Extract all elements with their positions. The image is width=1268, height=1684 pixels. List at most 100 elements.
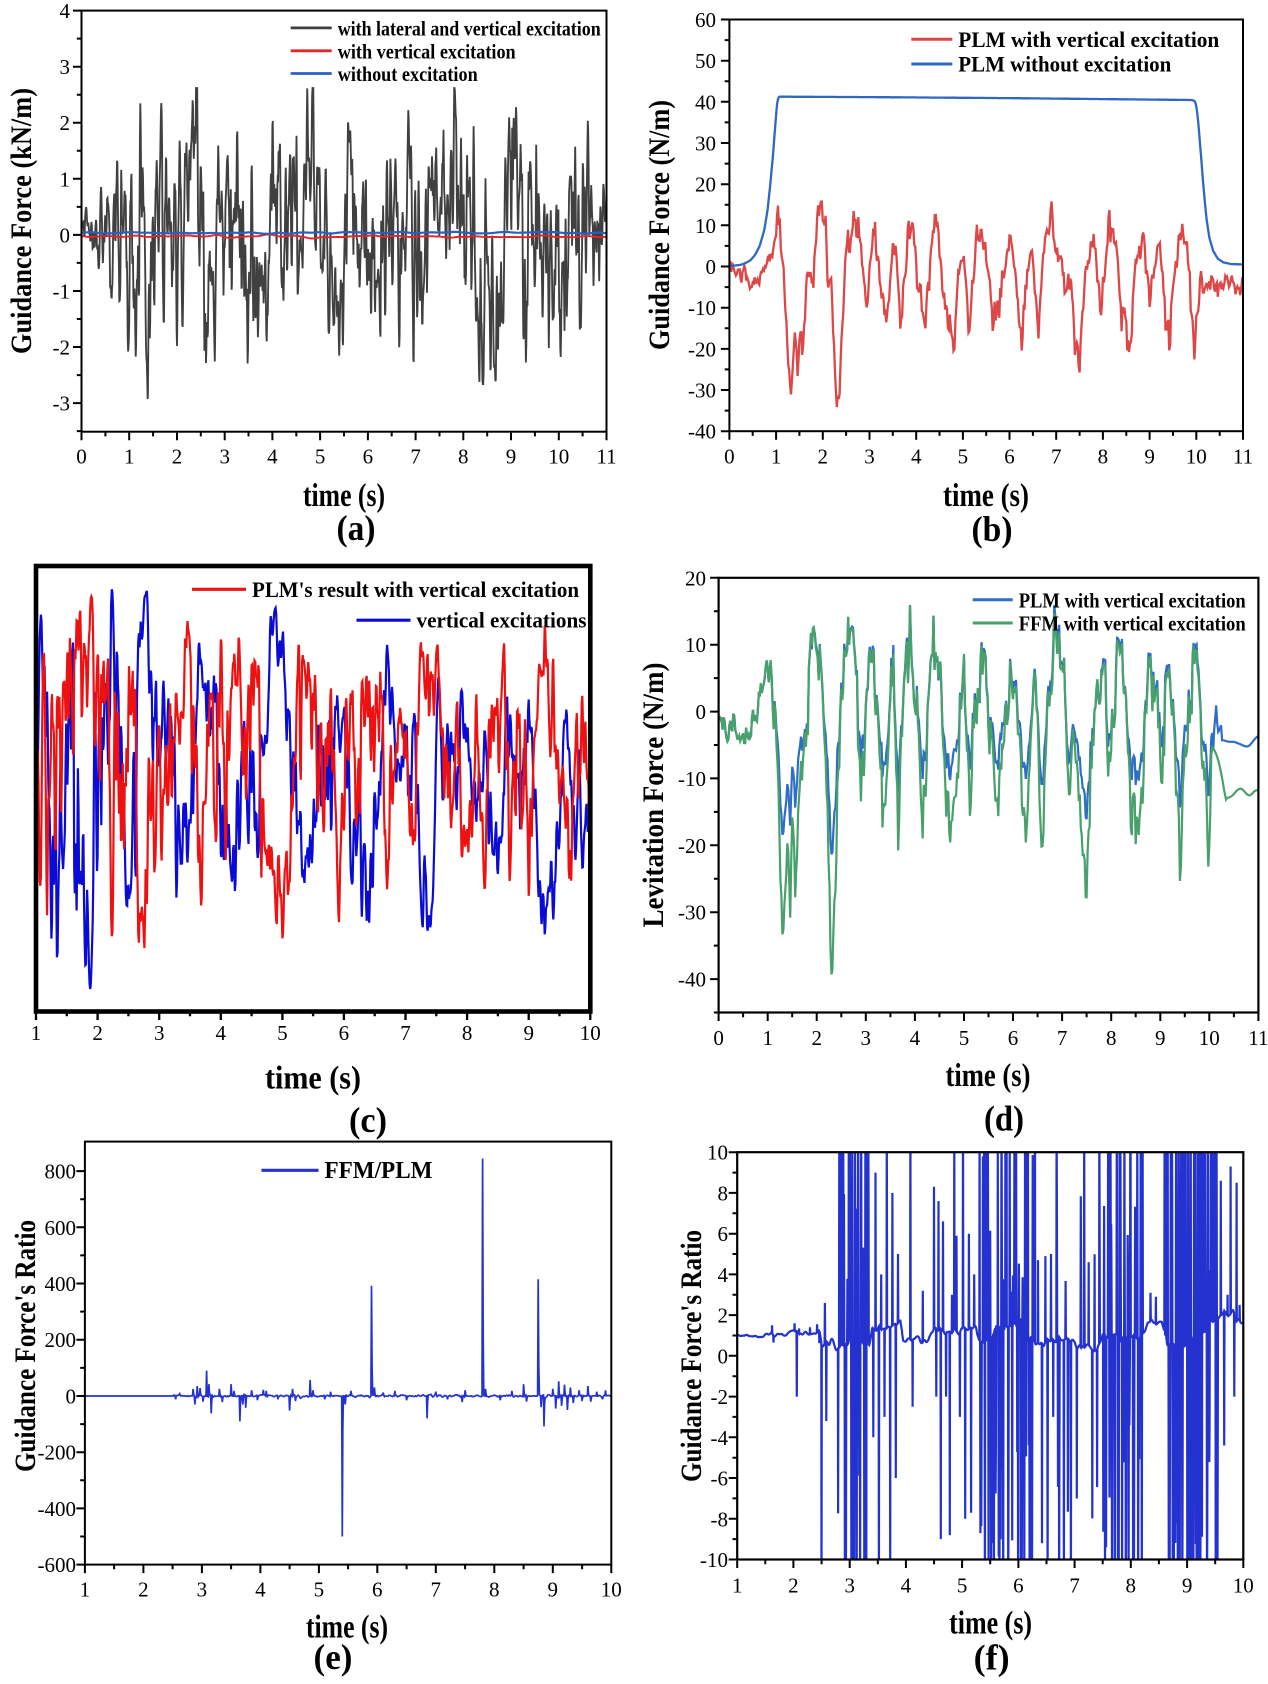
svg-text:10: 10 <box>580 1021 601 1045</box>
svg-text:3: 3 <box>197 1578 208 1602</box>
svg-text:-3: -3 <box>53 392 71 416</box>
svg-text:10: 10 <box>548 445 569 469</box>
svg-text:10: 10 <box>1199 1026 1220 1050</box>
svg-text:11: 11 <box>1233 445 1253 469</box>
svg-text:6: 6 <box>1004 445 1015 469</box>
svg-text:0: 0 <box>66 1385 77 1409</box>
svg-text:-6: -6 <box>711 1467 729 1491</box>
svg-text:time (s): time (s) <box>946 1058 1031 1094</box>
svg-text:6: 6 <box>363 445 374 469</box>
svg-text:8: 8 <box>1098 445 1109 469</box>
svg-text:-200: -200 <box>38 1441 77 1465</box>
svg-text:10: 10 <box>707 1141 728 1165</box>
svg-text:9: 9 <box>548 1578 559 1602</box>
svg-text:2: 2 <box>92 1021 103 1045</box>
svg-text:-1: -1 <box>53 280 71 304</box>
svg-text:8: 8 <box>462 1021 473 1045</box>
svg-text:200: 200 <box>45 1328 77 1352</box>
svg-text:4: 4 <box>60 0 71 23</box>
svg-text:20: 20 <box>685 566 706 590</box>
svg-text:8: 8 <box>1126 1574 1137 1598</box>
svg-text:8: 8 <box>458 445 469 469</box>
svg-text:30: 30 <box>695 132 716 156</box>
svg-text:2: 2 <box>172 445 183 469</box>
svg-text:4: 4 <box>901 1574 912 1598</box>
svg-text:0: 0 <box>713 1026 724 1050</box>
svg-text:-40: -40 <box>678 968 706 992</box>
svg-text:-10: -10 <box>700 1548 728 1572</box>
svg-text:1: 1 <box>762 1026 773 1050</box>
svg-text:5: 5 <box>314 1578 325 1602</box>
svg-text:0: 0 <box>706 255 717 279</box>
svg-text:(e): (e) <box>314 1637 353 1677</box>
svg-text:6: 6 <box>1013 1574 1024 1598</box>
svg-text:1: 1 <box>732 1574 743 1598</box>
svg-text:-8: -8 <box>711 1507 729 1531</box>
svg-text:7: 7 <box>1051 445 1062 469</box>
svg-text:0: 0 <box>724 445 735 469</box>
svg-text:8: 8 <box>1106 1026 1117 1050</box>
svg-text:400: 400 <box>45 1272 77 1296</box>
svg-text:-10: -10 <box>688 296 716 320</box>
svg-text:9: 9 <box>1155 1026 1166 1050</box>
svg-text:6: 6 <box>718 1222 729 1246</box>
svg-text:time (s): time (s) <box>265 1061 361 1097</box>
svg-text:4: 4 <box>255 1578 266 1602</box>
svg-text:4: 4 <box>718 1263 729 1287</box>
svg-text:11: 11 <box>596 445 616 469</box>
svg-text:(c): (c) <box>349 1100 387 1140</box>
svg-text:PLM with vertical excitation: PLM with vertical excitation <box>958 27 1219 52</box>
svg-text:800: 800 <box>45 1160 77 1184</box>
svg-text:-20: -20 <box>678 834 706 858</box>
svg-text:Guidance Force's Ratio: Guidance Force's Ratio <box>9 1220 42 1472</box>
svg-text:1: 1 <box>60 167 71 191</box>
svg-text:-40: -40 <box>688 420 716 444</box>
svg-text:4: 4 <box>267 445 278 469</box>
svg-text:time (s): time (s) <box>303 478 385 514</box>
svg-text:3: 3 <box>861 1026 872 1050</box>
svg-text:9: 9 <box>1144 445 1155 469</box>
svg-text:9: 9 <box>506 445 517 469</box>
svg-text:Guidance Force (kN/m): Guidance Force (kN/m) <box>5 88 38 354</box>
svg-text:0: 0 <box>60 223 71 247</box>
svg-text:6: 6 <box>339 1021 350 1045</box>
svg-text:1: 1 <box>31 1021 42 1045</box>
svg-text:PLM's result with vertical exc: PLM's result with vertical excitation <box>252 577 579 602</box>
svg-text:-20: -20 <box>688 337 716 361</box>
svg-text:7: 7 <box>400 1021 411 1045</box>
svg-text:4: 4 <box>911 445 922 469</box>
svg-text:2: 2 <box>788 1574 799 1598</box>
svg-text:8: 8 <box>489 1578 500 1602</box>
svg-text:11: 11 <box>1248 1026 1268 1050</box>
svg-text:FFM with vertical excitation: FFM with vertical excitation <box>1019 612 1246 636</box>
svg-text:(d): (d) <box>984 1099 1024 1139</box>
svg-text:5: 5 <box>959 1026 970 1050</box>
svg-text:time (s): time (s) <box>943 478 1029 514</box>
svg-text:10: 10 <box>601 1578 622 1602</box>
svg-text:2: 2 <box>138 1578 149 1602</box>
svg-text:1: 1 <box>771 445 782 469</box>
svg-text:-30: -30 <box>688 379 716 403</box>
svg-text:3: 3 <box>219 445 230 469</box>
svg-text:5: 5 <box>315 445 326 469</box>
svg-text:-2: -2 <box>53 336 71 360</box>
svg-text:0: 0 <box>718 1344 729 1368</box>
svg-text:with vertical excitation: with vertical excitation <box>338 39 516 63</box>
svg-text:20: 20 <box>695 173 716 197</box>
svg-text:-600: -600 <box>38 1553 77 1577</box>
svg-text:PLM with vertical excitation: PLM with vertical excitation <box>1019 588 1246 612</box>
svg-text:-400: -400 <box>38 1497 77 1521</box>
svg-text:6: 6 <box>372 1578 383 1602</box>
svg-text:1: 1 <box>80 1578 91 1602</box>
svg-text:3: 3 <box>864 445 875 469</box>
svg-text:Guidance Force (N/m): Guidance Force (N/m) <box>643 100 676 350</box>
svg-text:-30: -30 <box>678 901 706 925</box>
svg-text:2: 2 <box>718 1304 729 1328</box>
svg-text:9: 9 <box>1182 1574 1193 1598</box>
svg-text:2: 2 <box>818 445 829 469</box>
svg-text:3: 3 <box>154 1021 165 1045</box>
svg-text:2: 2 <box>60 111 71 135</box>
svg-text:with lateral and vertical exci: with lateral and vertical excitation <box>338 16 601 40</box>
svg-text:10: 10 <box>685 633 706 657</box>
svg-text:8: 8 <box>718 1181 729 1205</box>
